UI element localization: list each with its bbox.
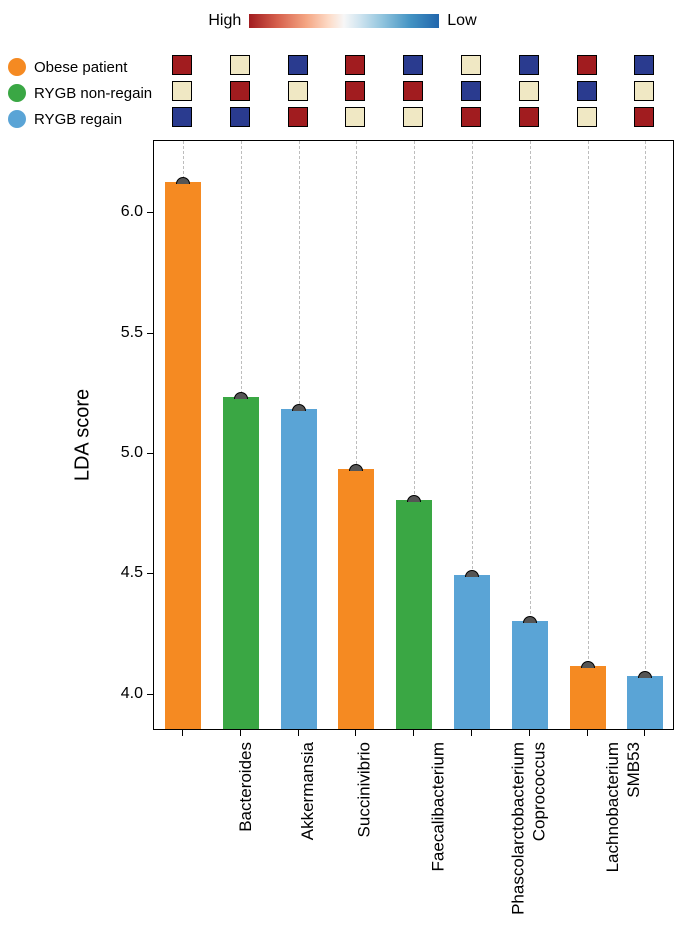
bar-cap-mask xyxy=(406,502,422,510)
heatmap-row xyxy=(153,104,674,130)
bar xyxy=(281,409,317,729)
heatmap-cell xyxy=(577,55,597,75)
x-tick-label: Succinivibrio xyxy=(354,742,374,837)
heatmap-cell xyxy=(230,107,250,127)
legend-label: Obese patient xyxy=(34,59,127,76)
heatmap-cell xyxy=(519,107,539,127)
heatmap-cell xyxy=(461,107,481,127)
x-tick-label: Phascolarctobacterium xyxy=(509,742,529,915)
heatmap-cell xyxy=(519,55,539,75)
x-tick xyxy=(298,730,299,736)
y-tick-label: 6.0 xyxy=(113,203,143,221)
legend-dot xyxy=(8,110,26,128)
heatmap-cell xyxy=(577,81,597,101)
heatmap-cell xyxy=(172,81,192,101)
grad-high-label: High xyxy=(208,12,241,30)
legend-item: RYGB regain xyxy=(8,106,152,132)
bar-cap-mask xyxy=(580,668,596,676)
legend-dot xyxy=(8,58,26,76)
heatmap-cell xyxy=(461,55,481,75)
x-tick xyxy=(587,730,588,736)
x-tick-label: Faecalibacterium xyxy=(429,742,449,871)
heatmap-cell xyxy=(345,81,365,101)
heatmap-row xyxy=(153,78,674,104)
heatmap-cell xyxy=(288,107,308,127)
bar-cap-mask xyxy=(291,411,307,419)
heatmap xyxy=(153,52,674,130)
x-tick xyxy=(471,730,472,736)
figure-canvas: High Low Obese patient RYGB non-regain RYG… xyxy=(0,0,685,906)
heatmap-cell xyxy=(345,107,365,127)
x-tick xyxy=(413,730,414,736)
x-tick xyxy=(644,730,645,736)
plot-area xyxy=(153,140,674,730)
bar xyxy=(512,621,548,729)
legend-item: RYGB non-regain xyxy=(8,80,152,106)
heatmap-cell xyxy=(288,81,308,101)
x-tick xyxy=(529,730,530,736)
heatmap-cell xyxy=(461,81,481,101)
heatmap-row xyxy=(153,52,674,78)
grad-low-label: Low xyxy=(447,12,476,30)
bar xyxy=(454,575,490,729)
heatmap-cell xyxy=(634,81,654,101)
x-tick xyxy=(355,730,356,736)
gradient-bar xyxy=(249,14,439,28)
bar xyxy=(165,182,201,729)
x-tick-label: Akkermansia xyxy=(298,742,318,840)
heatmap-cell xyxy=(172,55,192,75)
y-tick-label: 4.0 xyxy=(113,685,143,703)
x-tick-label: Lachnobacterium xyxy=(603,742,623,872)
gridline xyxy=(645,141,646,729)
bar-cap-mask xyxy=(464,577,480,585)
legend-dot xyxy=(8,84,26,102)
bar xyxy=(396,500,432,729)
heatmap-cell xyxy=(634,107,654,127)
heatmap-cell xyxy=(172,107,192,127)
y-tick-label: 5.0 xyxy=(113,444,143,462)
heatmap-cell xyxy=(230,81,250,101)
heatmap-cell xyxy=(288,55,308,75)
bar-cap-mask xyxy=(233,399,249,407)
legend-label: RYGB regain xyxy=(34,111,122,128)
gradient-legend: High Low xyxy=(0,12,685,30)
legend-label: RYGB non-regain xyxy=(34,85,152,102)
gridline xyxy=(588,141,589,729)
heatmap-cell xyxy=(577,107,597,127)
bar xyxy=(223,397,259,729)
x-axis: Bacteroides Akkermansia Succinivibrio Faeca… xyxy=(153,730,674,930)
heatmap-cell xyxy=(519,81,539,101)
x-tick-label: Coprococcus xyxy=(530,742,550,841)
x-tick-label: SMB53 xyxy=(623,742,643,798)
bar-cap-mask xyxy=(522,623,538,631)
heatmap-cell xyxy=(345,55,365,75)
x-tick xyxy=(240,730,241,736)
bar-cap-mask xyxy=(175,184,191,192)
bar-cap-mask xyxy=(637,678,653,686)
bar-cap-mask xyxy=(348,471,364,479)
category-legend: Obese patient RYGB non-regain RYGB regain xyxy=(8,54,152,132)
heatmap-cell xyxy=(403,107,423,127)
x-tick-label: Bacteroides xyxy=(236,742,256,832)
y-axis: 4.0 4.5 5.0 5.5 6.0 xyxy=(0,140,153,730)
y-tick-label: 4.5 xyxy=(113,564,143,582)
heatmap-cell xyxy=(403,81,423,101)
heatmap-cell xyxy=(634,55,654,75)
legend-item: Obese patient xyxy=(8,54,152,80)
y-tick-label: 5.5 xyxy=(113,324,143,342)
x-tick xyxy=(182,730,183,736)
bar xyxy=(338,469,374,729)
heatmap-cell xyxy=(230,55,250,75)
heatmap-cell xyxy=(403,55,423,75)
